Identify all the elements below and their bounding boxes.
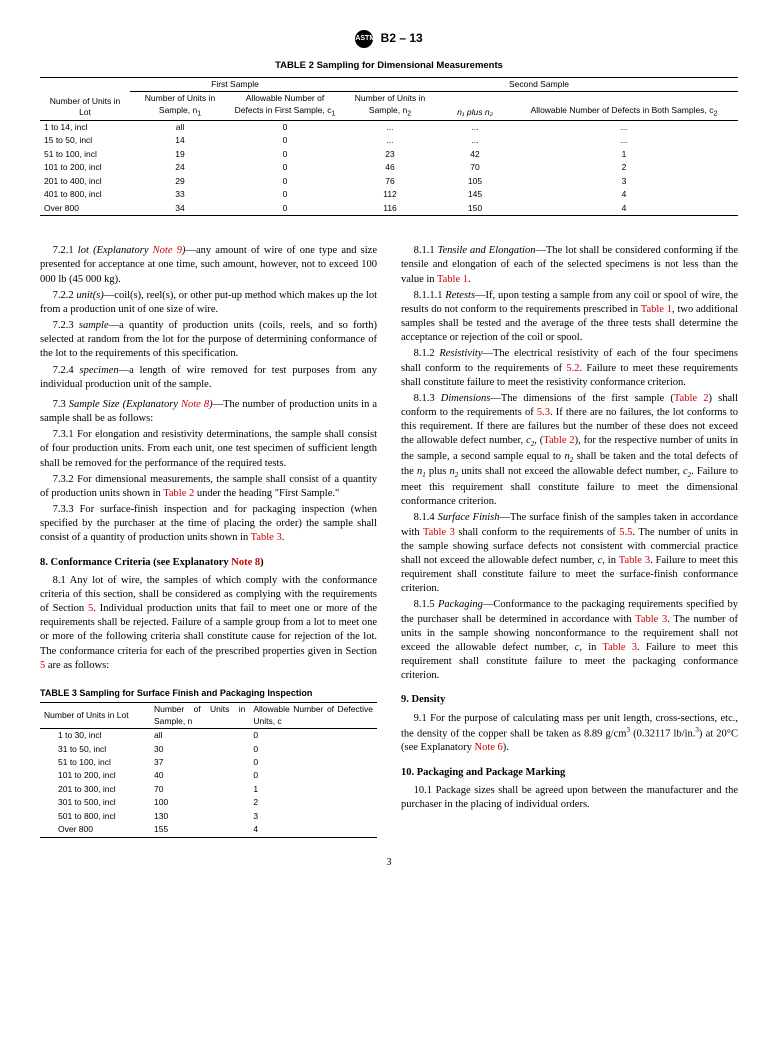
table-row: 51 to 100, incl370 <box>40 756 377 769</box>
page-number: 3 <box>40 856 738 870</box>
p-7.3: 7.3 Sample Size (Explanatory Note 8)—The… <box>40 398 377 426</box>
p-8.1.1.1: 8.1.1.1 Retests—If, upon testing a sampl… <box>401 289 738 346</box>
table-row: 1 to 14, inclall0......... <box>40 120 738 134</box>
body-columns: 7.2.1 lot (Explanatory Note 9)—any amoun… <box>40 244 738 838</box>
table-row: 201 to 300, incl701 <box>40 783 377 796</box>
p-7.2.3: 7.2.3 sample—a quantity of production un… <box>40 319 377 362</box>
section-8-title: 8. Conformance Criteria (see Explanatory… <box>40 556 377 570</box>
table-row: 15 to 50, incl140......... <box>40 134 738 147</box>
p-7.2.4: 7.2.4 specimen—a length of wire removed … <box>40 364 377 392</box>
p-7.3.3: 7.3.3 For surface-finish inspection and … <box>40 503 377 546</box>
p-8.1.5: 8.1.5 Packaging—Conformance to the packa… <box>401 598 738 683</box>
p-8.1.4: 8.1.4 Surface Finish—The surface finish … <box>401 511 738 596</box>
table3-title: TABLE 3 Sampling for Surface Finish and … <box>40 687 377 699</box>
p-8.1.3: 8.1.3 Dimensions—The dimensions of the f… <box>401 392 738 509</box>
p-9.1: 9.1 For the purpose of calculating mass … <box>401 712 738 756</box>
t2-group2: Second Sample <box>509 79 569 89</box>
p-8.1.1: 8.1.1 Tensile and Elongation—The lot sha… <box>401 244 738 287</box>
p-8.1: 8.1 Any lot of wire, the samples of whic… <box>40 574 377 673</box>
table-row: 301 to 500, incl1002 <box>40 796 377 809</box>
p-7.2.2: 7.2.2 unit(s)—coil(s), reel(s), or other… <box>40 289 377 317</box>
p-7.2.1: 7.2.1 lot (Explanatory Note 9)—any amoun… <box>40 244 377 287</box>
table-row: 1 to 30, inclall0 <box>40 729 377 743</box>
left-column: 7.2.1 lot (Explanatory Note 9)—any amoun… <box>40 244 377 838</box>
table-row: 101 to 200, incl24046702 <box>40 161 738 174</box>
table-row: 51 to 100, incl19023421 <box>40 148 738 161</box>
table-row: 401 to 800, incl3301121454 <box>40 188 738 201</box>
designation: B2 – 13 <box>381 31 423 45</box>
table2: Number of Units in Lot First Sample Seco… <box>40 77 738 216</box>
p-10.1: 10.1 Package sizes shall be agreed upon … <box>401 784 738 812</box>
t2-group1: First Sample <box>211 79 259 89</box>
table-row: 201 to 400, incl290761053 <box>40 175 738 188</box>
t2-col-lot: Number of Units in Lot <box>50 96 120 117</box>
table-row: 31 to 50, incl300 <box>40 743 377 756</box>
table3: Number of Units in Lot Number of Units i… <box>40 702 377 838</box>
table-row: 101 to 200, incl400 <box>40 769 377 782</box>
p-7.3.1: 7.3.1 For elongation and resistivity det… <box>40 428 377 471</box>
astm-logo-icon: ASTM <box>355 30 373 48</box>
table-row: 501 to 800, incl1303 <box>40 810 377 823</box>
right-column: 8.1.1 Tensile and Elongation—The lot sha… <box>401 244 738 838</box>
section-9-title: 9. Density <box>401 693 738 707</box>
p-8.1.2: 8.1.2 Resistivity—The electrical resisti… <box>401 347 738 390</box>
table-row: Over 8003401161504 <box>40 202 738 216</box>
document-header: ASTM B2 – 13 <box>40 30 738 48</box>
section-10-title: 10. Packaging and Package Marking <box>401 766 738 780</box>
table2-title: TABLE 2 Sampling for Dimensional Measure… <box>40 60 738 73</box>
table-row: Over 8001554 <box>40 823 377 837</box>
p-7.3.2: 7.3.2 For dimensional measurements, the … <box>40 473 377 501</box>
